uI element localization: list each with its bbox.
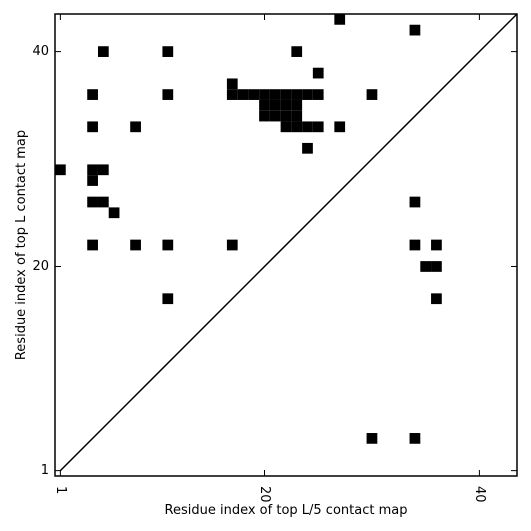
contact-cell bbox=[226, 239, 238, 251]
contact-cell bbox=[409, 433, 421, 444]
x-tick-label: 20 bbox=[257, 486, 272, 503]
contact-cell bbox=[87, 164, 98, 176]
y-tick-label: 1 bbox=[41, 463, 49, 478]
axis-ticks: 1 20 40 1 20 40 bbox=[32, 14, 517, 503]
contact-cell bbox=[237, 89, 249, 100]
contact-cells bbox=[55, 14, 442, 444]
contact-cell bbox=[291, 89, 303, 100]
contact-cell bbox=[280, 89, 292, 100]
contact-cell bbox=[226, 89, 238, 100]
contact-cell bbox=[409, 24, 421, 36]
contact-cell bbox=[162, 89, 174, 100]
contact-cell bbox=[302, 142, 313, 154]
contact-cell bbox=[226, 78, 238, 90]
y-tick-label: 20 bbox=[32, 259, 49, 274]
contact-cell bbox=[420, 261, 432, 272]
contact-cell bbox=[291, 99, 303, 111]
contact-cell bbox=[366, 89, 378, 100]
contact-cell bbox=[55, 164, 66, 176]
contact-cell bbox=[280, 110, 292, 122]
contact-cell bbox=[97, 196, 109, 208]
x-tick-label: 1 bbox=[53, 486, 68, 494]
contact-cell bbox=[334, 14, 346, 25]
contact-cell bbox=[130, 121, 141, 133]
contact-cell bbox=[269, 89, 281, 100]
contact-cell bbox=[248, 89, 260, 100]
contact-cell bbox=[269, 110, 281, 122]
diagonal-line bbox=[59, 13, 518, 472]
contact-cell bbox=[87, 196, 98, 208]
contact-cell bbox=[259, 89, 270, 100]
contact-cell bbox=[97, 46, 109, 57]
contact-cell bbox=[312, 89, 324, 100]
contact-cell bbox=[269, 99, 281, 111]
contact-cell bbox=[431, 261, 442, 272]
contact-cell bbox=[162, 293, 174, 305]
contact-cell bbox=[431, 293, 442, 305]
contact-cell bbox=[312, 121, 324, 133]
contact-cell bbox=[291, 46, 303, 57]
contact-cell bbox=[409, 239, 421, 251]
contact-cell bbox=[312, 67, 324, 79]
contact-cell bbox=[108, 207, 120, 219]
contact-cell bbox=[291, 110, 303, 122]
x-axis-label: Residue index of top L/5 contact map bbox=[165, 503, 408, 518]
contact-cell bbox=[334, 121, 346, 133]
contact-cell bbox=[130, 239, 141, 251]
contact-cell bbox=[97, 164, 109, 176]
contact-cell bbox=[291, 121, 303, 133]
contact-cell bbox=[87, 175, 98, 186]
contact-cell bbox=[366, 433, 378, 444]
contact-cell bbox=[431, 239, 442, 251]
contact-cell bbox=[259, 99, 270, 111]
contact-cell bbox=[87, 89, 98, 100]
x-tick-label: 40 bbox=[472, 486, 487, 503]
contact-cell bbox=[302, 121, 313, 133]
y-axis-label: Residue index of top L contact map bbox=[14, 130, 29, 360]
contact-cell bbox=[162, 46, 174, 57]
contact-cell bbox=[409, 196, 421, 208]
contact-cell bbox=[302, 89, 313, 100]
plot-frame bbox=[54, 13, 518, 477]
contact-cell bbox=[162, 239, 174, 251]
contact-cell bbox=[280, 121, 292, 133]
contact-cell bbox=[259, 110, 270, 122]
contact-cell bbox=[87, 121, 98, 133]
contact-cell bbox=[87, 239, 98, 251]
y-tick-label: 40 bbox=[32, 44, 49, 59]
contact-cell bbox=[280, 99, 292, 111]
